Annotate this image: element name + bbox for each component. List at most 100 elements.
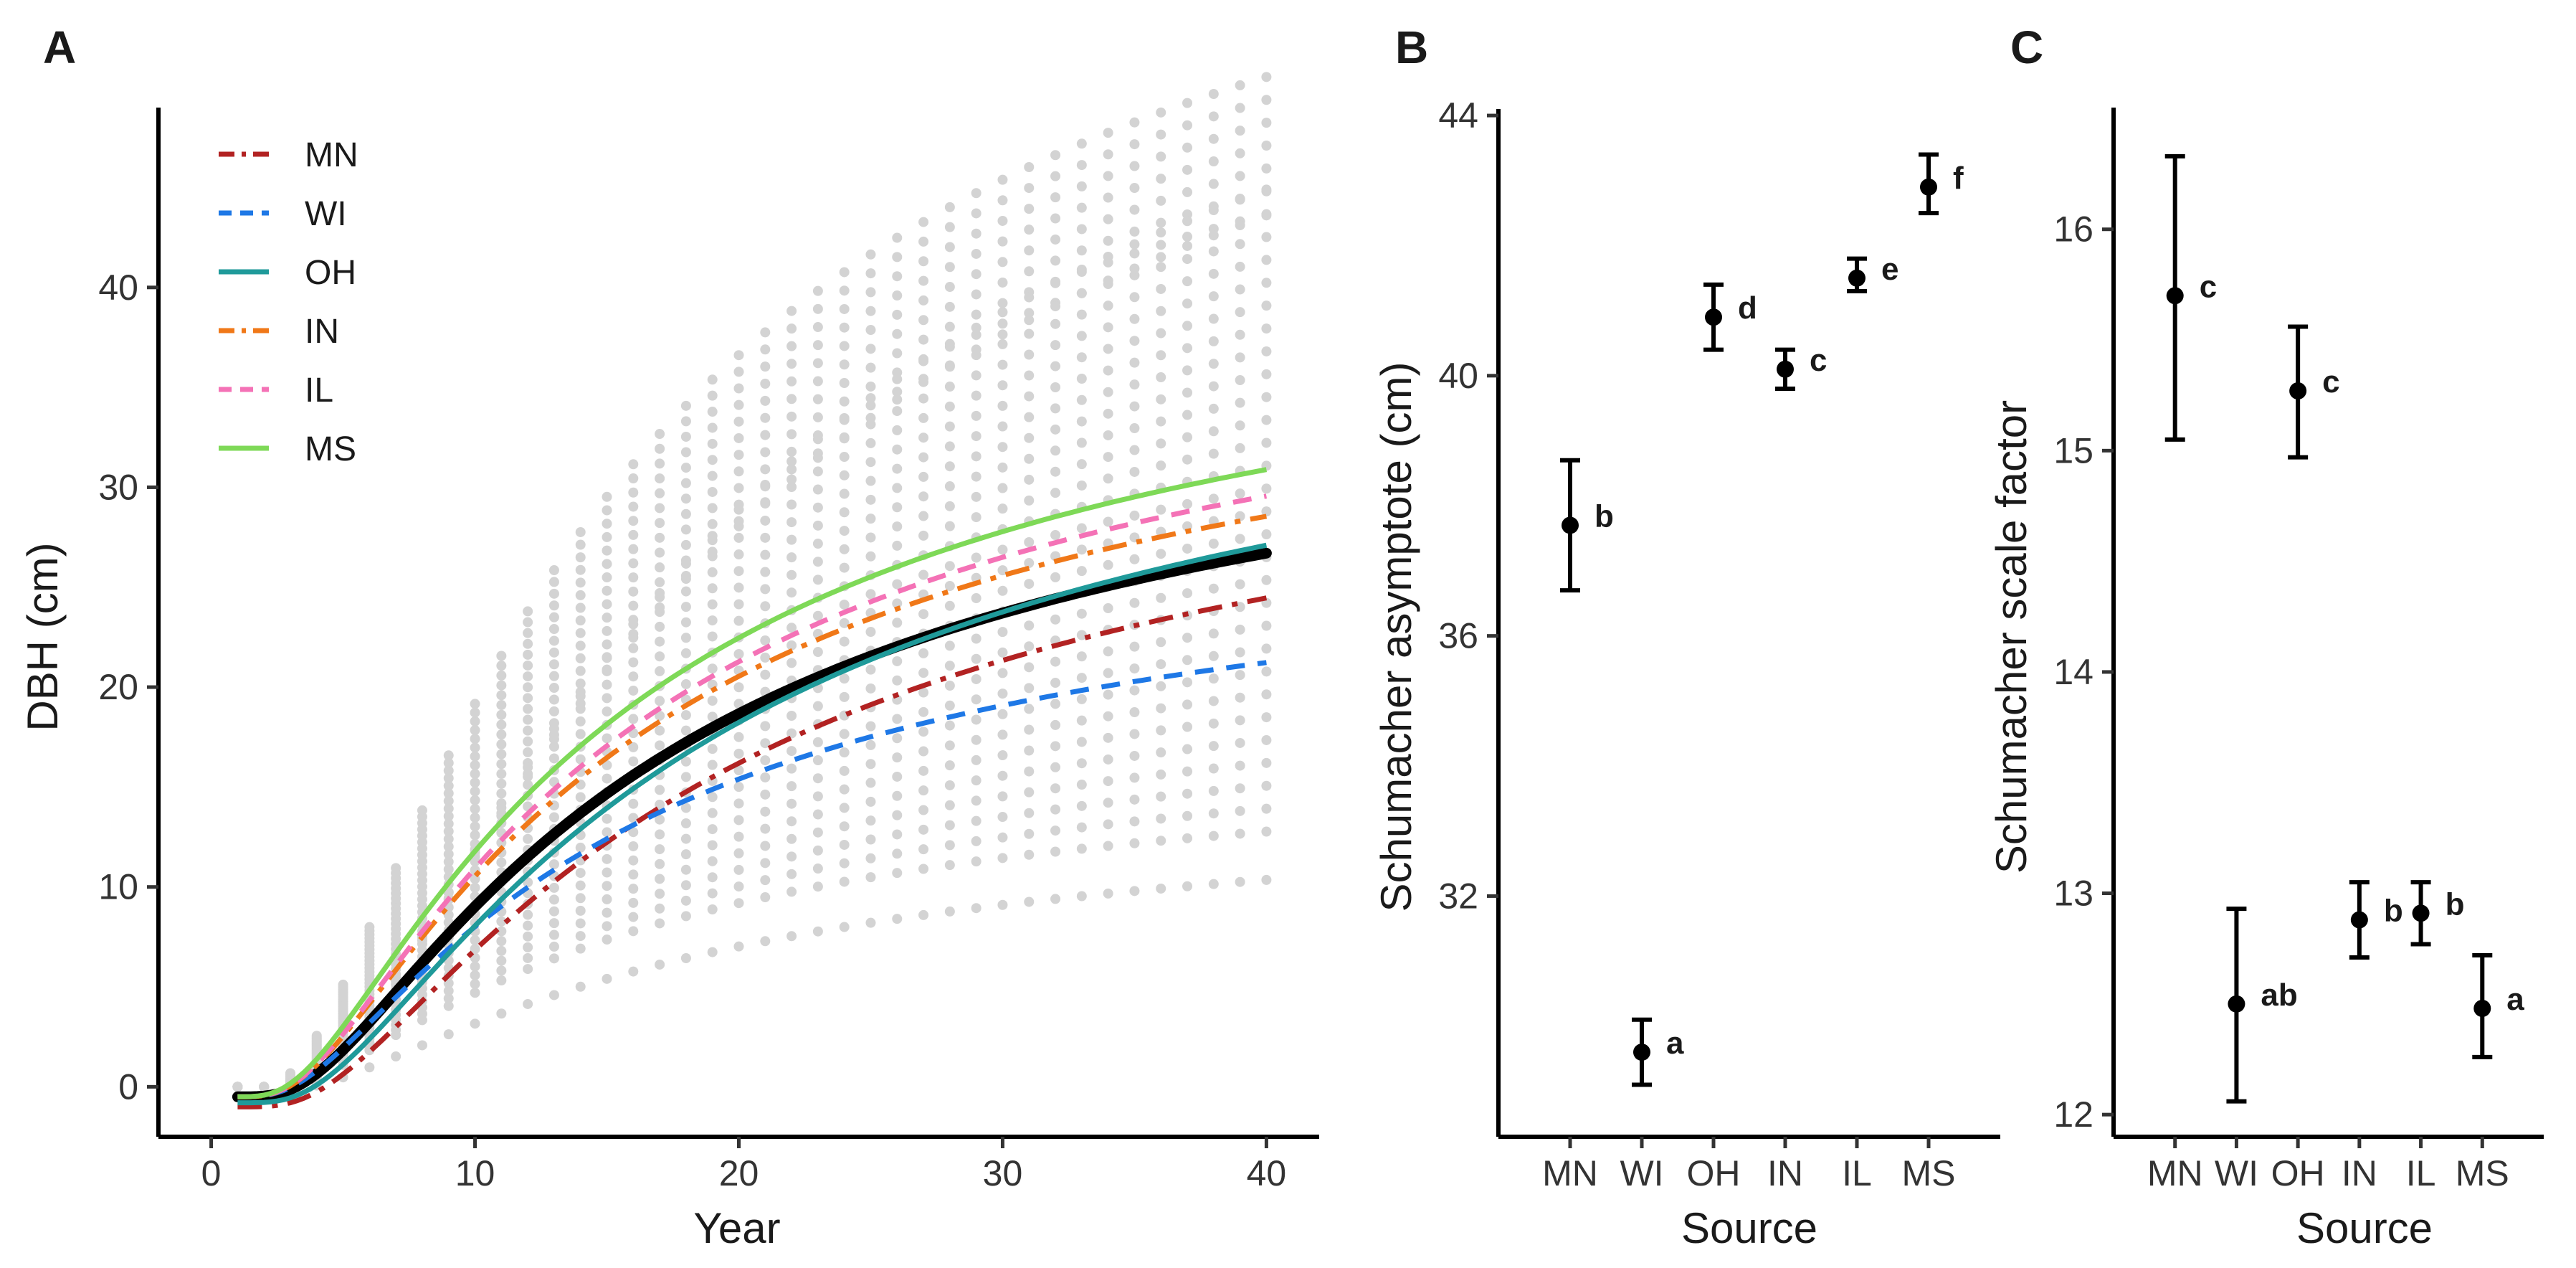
observation-point bbox=[443, 765, 454, 776]
observation-point bbox=[1024, 453, 1035, 464]
observation-point bbox=[628, 685, 639, 696]
observation-point bbox=[548, 941, 559, 952]
observation-point bbox=[918, 648, 929, 658]
observation-point bbox=[812, 358, 823, 369]
observation-point bbox=[1261, 506, 1272, 517]
observation-point bbox=[1182, 232, 1193, 242]
legend-label-wi: WI bbox=[305, 195, 347, 233]
observation-point bbox=[470, 707, 480, 718]
observation-point bbox=[1076, 800, 1087, 811]
observation-point bbox=[760, 327, 771, 338]
observation-point bbox=[1261, 780, 1272, 791]
observation-point bbox=[892, 521, 903, 532]
observation-point bbox=[1050, 192, 1061, 203]
observation-point bbox=[760, 549, 771, 560]
observation-point bbox=[1076, 138, 1087, 149]
observation-point bbox=[786, 376, 797, 387]
observation-point bbox=[839, 747, 850, 758]
observation-point bbox=[839, 618, 850, 628]
observation-point bbox=[786, 587, 797, 598]
observation-point bbox=[496, 700, 507, 711]
observation-point bbox=[602, 867, 612, 878]
observation-point bbox=[680, 586, 691, 597]
observation-point bbox=[707, 390, 718, 401]
y-tick-label: 0 bbox=[118, 1066, 138, 1107]
observation-point bbox=[496, 709, 507, 720]
observation-point bbox=[1156, 252, 1166, 262]
observation-point bbox=[1129, 466, 1140, 477]
observation-point bbox=[865, 494, 876, 505]
observation-point bbox=[918, 432, 929, 443]
observation-point bbox=[1235, 647, 1245, 658]
observation-point bbox=[944, 820, 955, 831]
observation-point bbox=[812, 809, 823, 820]
observation-point bbox=[548, 565, 559, 576]
observation-point bbox=[971, 228, 982, 239]
x-tick-label: WI bbox=[1620, 1153, 1663, 1193]
observation-point bbox=[1182, 276, 1193, 287]
x-axis-title: Source bbox=[2296, 1204, 2433, 1252]
observation-point bbox=[760, 806, 771, 817]
y-tick-label: 16 bbox=[2053, 209, 2093, 250]
observation-point bbox=[812, 737, 823, 747]
observation-point bbox=[918, 530, 929, 541]
observation-point bbox=[918, 491, 929, 502]
observation-point bbox=[680, 678, 691, 689]
observation-point bbox=[971, 815, 982, 826]
observation-point bbox=[944, 461, 955, 472]
observation-point bbox=[1076, 416, 1087, 427]
observation-point bbox=[1103, 603, 1113, 614]
observation-point bbox=[944, 339, 955, 349]
observation-point bbox=[680, 833, 691, 844]
significance-letter: b bbox=[2446, 886, 2465, 922]
observation-point bbox=[1208, 763, 1219, 774]
observation-point bbox=[1103, 214, 1113, 224]
observation-point bbox=[997, 174, 1008, 185]
observation-point bbox=[575, 981, 586, 992]
observation-point bbox=[865, 514, 876, 524]
observation-point bbox=[707, 407, 718, 417]
observation-point bbox=[680, 539, 691, 550]
observation-point bbox=[1024, 245, 1035, 256]
observation-point bbox=[865, 437, 876, 448]
observation-point bbox=[470, 769, 480, 780]
observation-point bbox=[786, 640, 797, 650]
observation-point bbox=[575, 698, 586, 709]
observation-point bbox=[707, 519, 718, 529]
observation-point bbox=[733, 549, 744, 560]
observation-point bbox=[1129, 204, 1140, 215]
observation-point bbox=[760, 635, 771, 646]
observation-point bbox=[1050, 150, 1061, 161]
observation-point bbox=[1024, 766, 1035, 777]
observation-point bbox=[680, 431, 691, 442]
observation-point bbox=[1129, 445, 1140, 455]
observation-point bbox=[812, 845, 823, 856]
observation-point bbox=[680, 524, 691, 535]
observation-point bbox=[523, 638, 533, 649]
observation-point bbox=[443, 833, 454, 844]
observation-point bbox=[1235, 828, 1245, 839]
observation-point bbox=[1208, 426, 1219, 437]
observation-point bbox=[1156, 151, 1166, 162]
observation-point bbox=[812, 434, 823, 445]
legend-label-il: IL bbox=[305, 372, 333, 410]
x-tick-label: IN bbox=[1767, 1153, 1803, 1193]
observation-point bbox=[1156, 791, 1166, 802]
observation-point bbox=[628, 714, 639, 724]
observation-point bbox=[1050, 656, 1061, 667]
observation-point bbox=[496, 759, 507, 770]
observation-point bbox=[918, 824, 929, 835]
observation-point bbox=[812, 539, 823, 549]
observation-point bbox=[1129, 139, 1140, 150]
observation-point bbox=[1261, 574, 1272, 585]
observation-point bbox=[1129, 183, 1140, 194]
observation-point bbox=[1261, 232, 1272, 242]
observation-point bbox=[496, 1008, 507, 1019]
observation-point bbox=[760, 936, 771, 947]
observation-point bbox=[707, 470, 718, 481]
observation-point bbox=[1024, 558, 1035, 569]
observation-point bbox=[997, 359, 1008, 370]
observation-point bbox=[812, 484, 823, 495]
observation-point bbox=[259, 1082, 270, 1092]
observation-point bbox=[1235, 511, 1245, 521]
